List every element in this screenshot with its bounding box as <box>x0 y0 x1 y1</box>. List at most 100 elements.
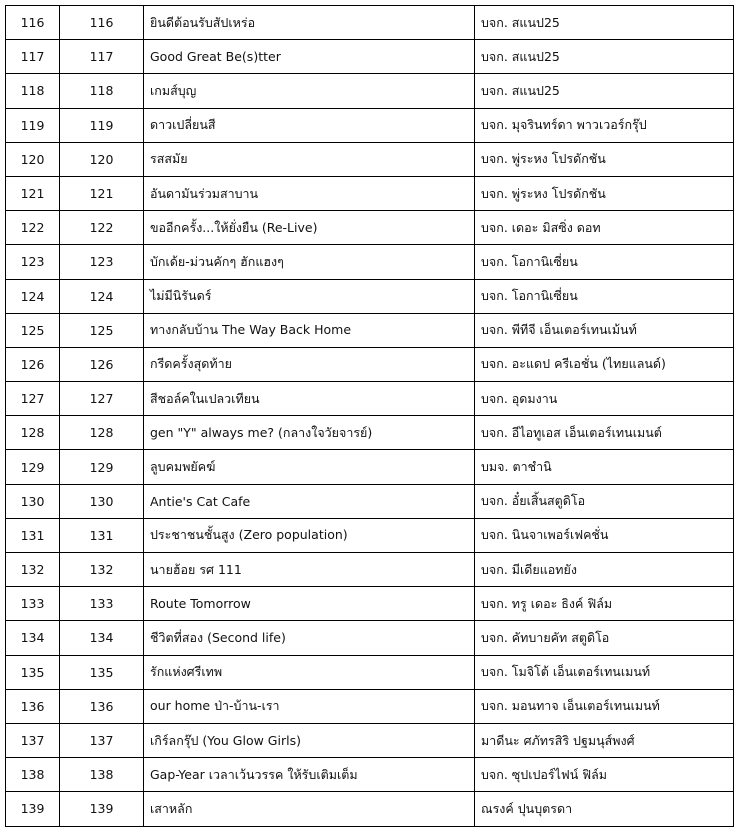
table-row: 136 136 our home ป่า-บ้าน-เรา บจก. มอนทาจ เ… <box>5 688 734 724</box>
project-table: 116 116 ยินดีต้อนรับสัปเหร่อ บจก. สแนป25 117… <box>5 4 734 827</box>
row-number-cell: 132 <box>5 551 60 588</box>
row-number-cell: 130 <box>5 483 60 519</box>
table-row: 118 118 เกมส์บุญ บจก. สแนป25 <box>5 73 734 109</box>
project-title-cell: สีชอล์คในเปลวเทียน <box>143 381 475 417</box>
table-row: 135 135 รักแห่งศรีเทพ บจก. โมจิโต้ เอ็นเตอร… <box>5 654 734 690</box>
row-number-cell: 128 <box>5 415 60 451</box>
project-number-cell: 135 <box>59 654 144 690</box>
table-row: 138 138 Gap-Year เวลาเว้นวรรค ให้รับเติมเต… <box>5 757 734 793</box>
project-title-cell: รักแห่งศรีเทพ <box>143 654 475 690</box>
project-title-cell: ขออีกครั้ง...ให้ยั่งยืน (Re-Live) <box>143 210 475 246</box>
company-name-cell: บจก. อีไอทูเอส เอ็นเตอร์เทนเมนต์ <box>474 415 734 451</box>
project-number-cell: 124 <box>59 278 144 314</box>
company-name-cell: บจก. พู่ระหง โปรดักชัน <box>474 141 734 177</box>
project-number-cell: 122 <box>59 210 144 246</box>
company-name-cell: บจก. มีเดียแอทยัง <box>474 551 734 588</box>
company-name-cell: บจก. สแนป25 <box>474 4 734 41</box>
table-row: 124 124 ไม่มีนิรันดร์ บจก. โอกานิเซี่ยน <box>5 278 734 314</box>
project-title-cell: ไม่มีนิรันดร์ <box>143 278 475 314</box>
project-number-cell: 121 <box>59 175 144 212</box>
project-number-cell: 119 <box>59 107 144 143</box>
table-row: 117 117 Good Great Be(s)tter บจก. สแนป25 <box>5 39 734 75</box>
company-name-cell: บจก. สแนป25 <box>474 39 734 75</box>
project-title-cell: ทางกลับบ้าน The Way Back Home <box>143 312 475 348</box>
company-name-cell: บจก. อั๋ยเสิ้นสตูดิโอ <box>474 483 734 519</box>
company-name-cell: บจก. พู่ระหง โปรดักชัน <box>474 175 734 212</box>
company-name-cell: บจก. คัทบายคัท สตูดิโอ <box>474 620 734 656</box>
table-row: 130 130 Antie's Cat Cafe บจก. อั๋ยเสิ้นสตูด… <box>5 483 734 519</box>
project-title-cell: เกมส์บุญ <box>143 73 475 109</box>
row-number-cell: 131 <box>5 517 60 554</box>
project-title-cell: เสาหลัก <box>143 791 475 827</box>
project-number-cell: 132 <box>59 551 144 588</box>
project-title-cell: ประชาชนชั้นสูง (Zero population) <box>143 517 475 554</box>
project-number-cell: 127 <box>59 381 144 417</box>
project-number-cell: 116 <box>59 4 144 41</box>
company-name-cell: บจก. นินจาเพอร์เฟคชั่น <box>474 517 734 554</box>
project-number-cell: 139 <box>59 791 144 827</box>
table-row: 128 128 gen "Y" always me? (กลางใจวัยจารย์… <box>5 415 734 451</box>
row-number-cell: 125 <box>5 312 60 348</box>
project-number-cell: 133 <box>59 586 144 622</box>
project-title-cell: Good Great Be(s)tter <box>143 39 475 75</box>
row-number-cell: 121 <box>5 175 60 212</box>
table-row: 116 116 ยินดีต้อนรับสัปเหร่อ บจก. สแนป25 <box>5 4 734 41</box>
company-name-cell: บจก. เดอะ มิสซิ่ง ดอท <box>474 210 734 246</box>
company-name-cell: บจก. พีทีจี เอ็นเตอร์เทนเม้นท์ <box>474 312 734 348</box>
table-row: 122 122 ขออีกครั้ง...ให้ยั่งยืน (Re-Live) บ… <box>5 210 734 246</box>
row-number-cell: 122 <box>5 210 60 246</box>
project-number-cell: 118 <box>59 73 144 109</box>
row-number-cell: 123 <box>5 244 60 280</box>
project-number-cell: 138 <box>59 757 144 793</box>
row-number-cell: 117 <box>5 39 60 75</box>
company-name-cell: บจก. โอกานิเซี่ยน <box>474 244 734 280</box>
row-number-cell: 120 <box>5 141 60 177</box>
row-number-cell: 118 <box>5 73 60 109</box>
project-number-cell: 125 <box>59 312 144 348</box>
project-number-cell: 134 <box>59 620 144 656</box>
project-title-cell: gen "Y" always me? (กลางใจวัยจารย์) <box>143 415 475 451</box>
company-name-cell: บจก. ซุปเปอร์ไฟน์ ฟิล์ม <box>474 757 734 793</box>
company-name-cell: บจก. โมจิโต้ เอ็นเตอร์เทนเมนท์ <box>474 654 734 690</box>
company-name-cell: บจก. มอนทาจ เอ็นเตอร์เทนเมนท์ <box>474 688 734 724</box>
row-number-cell: 138 <box>5 757 60 793</box>
project-title-cell: ลูบคมพยัคฆ์ <box>143 449 475 485</box>
table-row: 121 121 อันดามันร่วมสาบาน บจก. พู่ระหง โปรด… <box>5 175 734 212</box>
project-number-cell: 130 <box>59 483 144 519</box>
company-name-cell: บจก. ทรู เดอะ ธิงค์ ฟิล์ม <box>474 586 734 622</box>
project-number-cell: 131 <box>59 517 144 554</box>
project-number-cell: 129 <box>59 449 144 485</box>
row-number-cell: 127 <box>5 381 60 417</box>
table-row: 139 139 เสาหลัก ณรงค์ ปุนบุตรดา <box>5 791 734 827</box>
company-name-cell: บจก. มุจรินทร์ดา พาวเวอร์กรุ๊ป <box>474 107 734 143</box>
company-name-cell: ณรงค์ ปุนบุตรดา <box>474 791 734 827</box>
company-name-cell: บจก. อะแดป ครีเอชั่น (ไทยแลนด์) <box>474 346 734 383</box>
row-number-cell: 136 <box>5 688 60 724</box>
row-number-cell: 135 <box>5 654 60 690</box>
company-name-cell: บจก. โอกานิเซี่ยน <box>474 278 734 314</box>
row-number-cell: 126 <box>5 346 60 383</box>
table-row: 127 127 สีชอล์คในเปลวเทียน บจก. อุดมงาน <box>5 381 734 417</box>
row-number-cell: 134 <box>5 620 60 656</box>
project-title-cell: อันดามันร่วมสาบาน <box>143 175 475 212</box>
table-row: 131 131 ประชาชนชั้นสูง (Zero population) บจ… <box>5 517 734 554</box>
company-name-cell: บจก. สแนป25 <box>474 73 734 109</box>
row-number-cell: 139 <box>5 791 60 827</box>
table-row: 126 126 กรีดครั้งสุดท้าย บจก. อะแดป ครีเอชั… <box>5 346 734 383</box>
row-number-cell: 119 <box>5 107 60 143</box>
row-number-cell: 116 <box>5 4 60 41</box>
project-title-cell: ชีวิตที่สอง (Second life) <box>143 620 475 656</box>
project-number-cell: 128 <box>59 415 144 451</box>
table-row: 120 120 รสสมัย บจก. พู่ระหง โปรดักชัน <box>5 141 734 177</box>
company-name-cell: บมจ. ตาชำนิ <box>474 449 734 485</box>
company-name-cell: บจก. อุดมงาน <box>474 381 734 417</box>
project-number-cell: 117 <box>59 39 144 75</box>
row-number-cell: 129 <box>5 449 60 485</box>
row-number-cell: 124 <box>5 278 60 314</box>
project-title-cell: เกิร์ลกรุ๊ป (You Glow Girls) <box>143 722 475 759</box>
table-body: 116 116 ยินดีต้อนรับสัปเหร่อ บจก. สแนป25 117… <box>5 4 734 827</box>
project-title-cell: Route Tomorrow <box>143 586 475 622</box>
table-row: 133 133 Route Tomorrow บจก. ทรู เดอะ ธิงค์ … <box>5 586 734 622</box>
table-row: 129 129 ลูบคมพยัคฆ์ บมจ. ตาชำนิ <box>5 449 734 485</box>
row-number-cell: 137 <box>5 722 60 759</box>
